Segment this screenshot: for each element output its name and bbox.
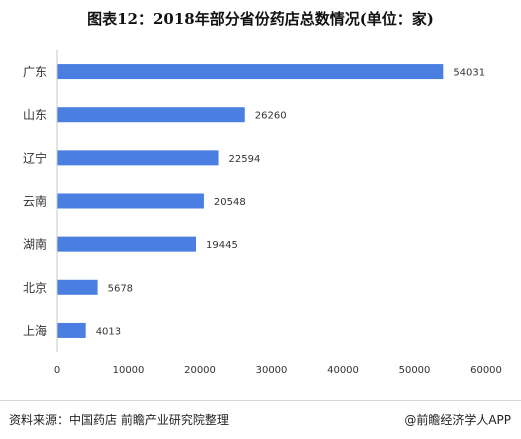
x-tick-label: 10000 [113,365,145,376]
bar-山东 [57,107,245,123]
x-tick-label: 0 [54,365,60,376]
brand-credit: @前瞻经济学人APP [404,413,511,427]
category-label: 广东 [23,65,47,79]
data-label: 5678 [108,283,133,294]
bar-云南 [57,193,204,209]
x-tick-label: 20000 [184,365,216,376]
bar-广东 [57,64,444,80]
category-label: 辽宁 [23,150,47,165]
bar-北京 [57,279,98,295]
chart-title: 图表12：2018年部分省份药店总数情况(单位：家) [87,10,434,28]
x-tick-label: 40000 [327,365,359,376]
footer: 资料来源：中国药店 前瞻产业研究院整理 @前瞻经济学人APP [0,400,521,439]
x-tick-label: 30000 [256,365,288,376]
data-label: 4013 [96,326,121,337]
bar-chart: 0 10000 20000 30000 40000 50000 60000 广东 54031 山… [23,50,502,376]
data-label: 54031 [453,68,485,79]
bar-湖南 [57,236,197,252]
source-note: 资料来源：中国药店 前瞻产业研究院整理 [9,413,229,427]
data-label: 22594 [229,154,261,165]
category-label: 北京 [23,281,47,295]
data-label: 20548 [214,197,246,208]
category-label: 山东 [23,108,47,122]
category-label: 上海 [23,323,47,338]
data-label: 19445 [206,240,238,251]
x-tick-label: 50000 [399,365,431,376]
data-label: 26260 [255,111,287,122]
bar-上海 [57,322,86,338]
category-label: 湖南 [23,237,47,252]
bar-辽宁 [57,150,219,166]
x-tick-label: 60000 [470,365,502,376]
category-label: 云南 [23,194,47,209]
